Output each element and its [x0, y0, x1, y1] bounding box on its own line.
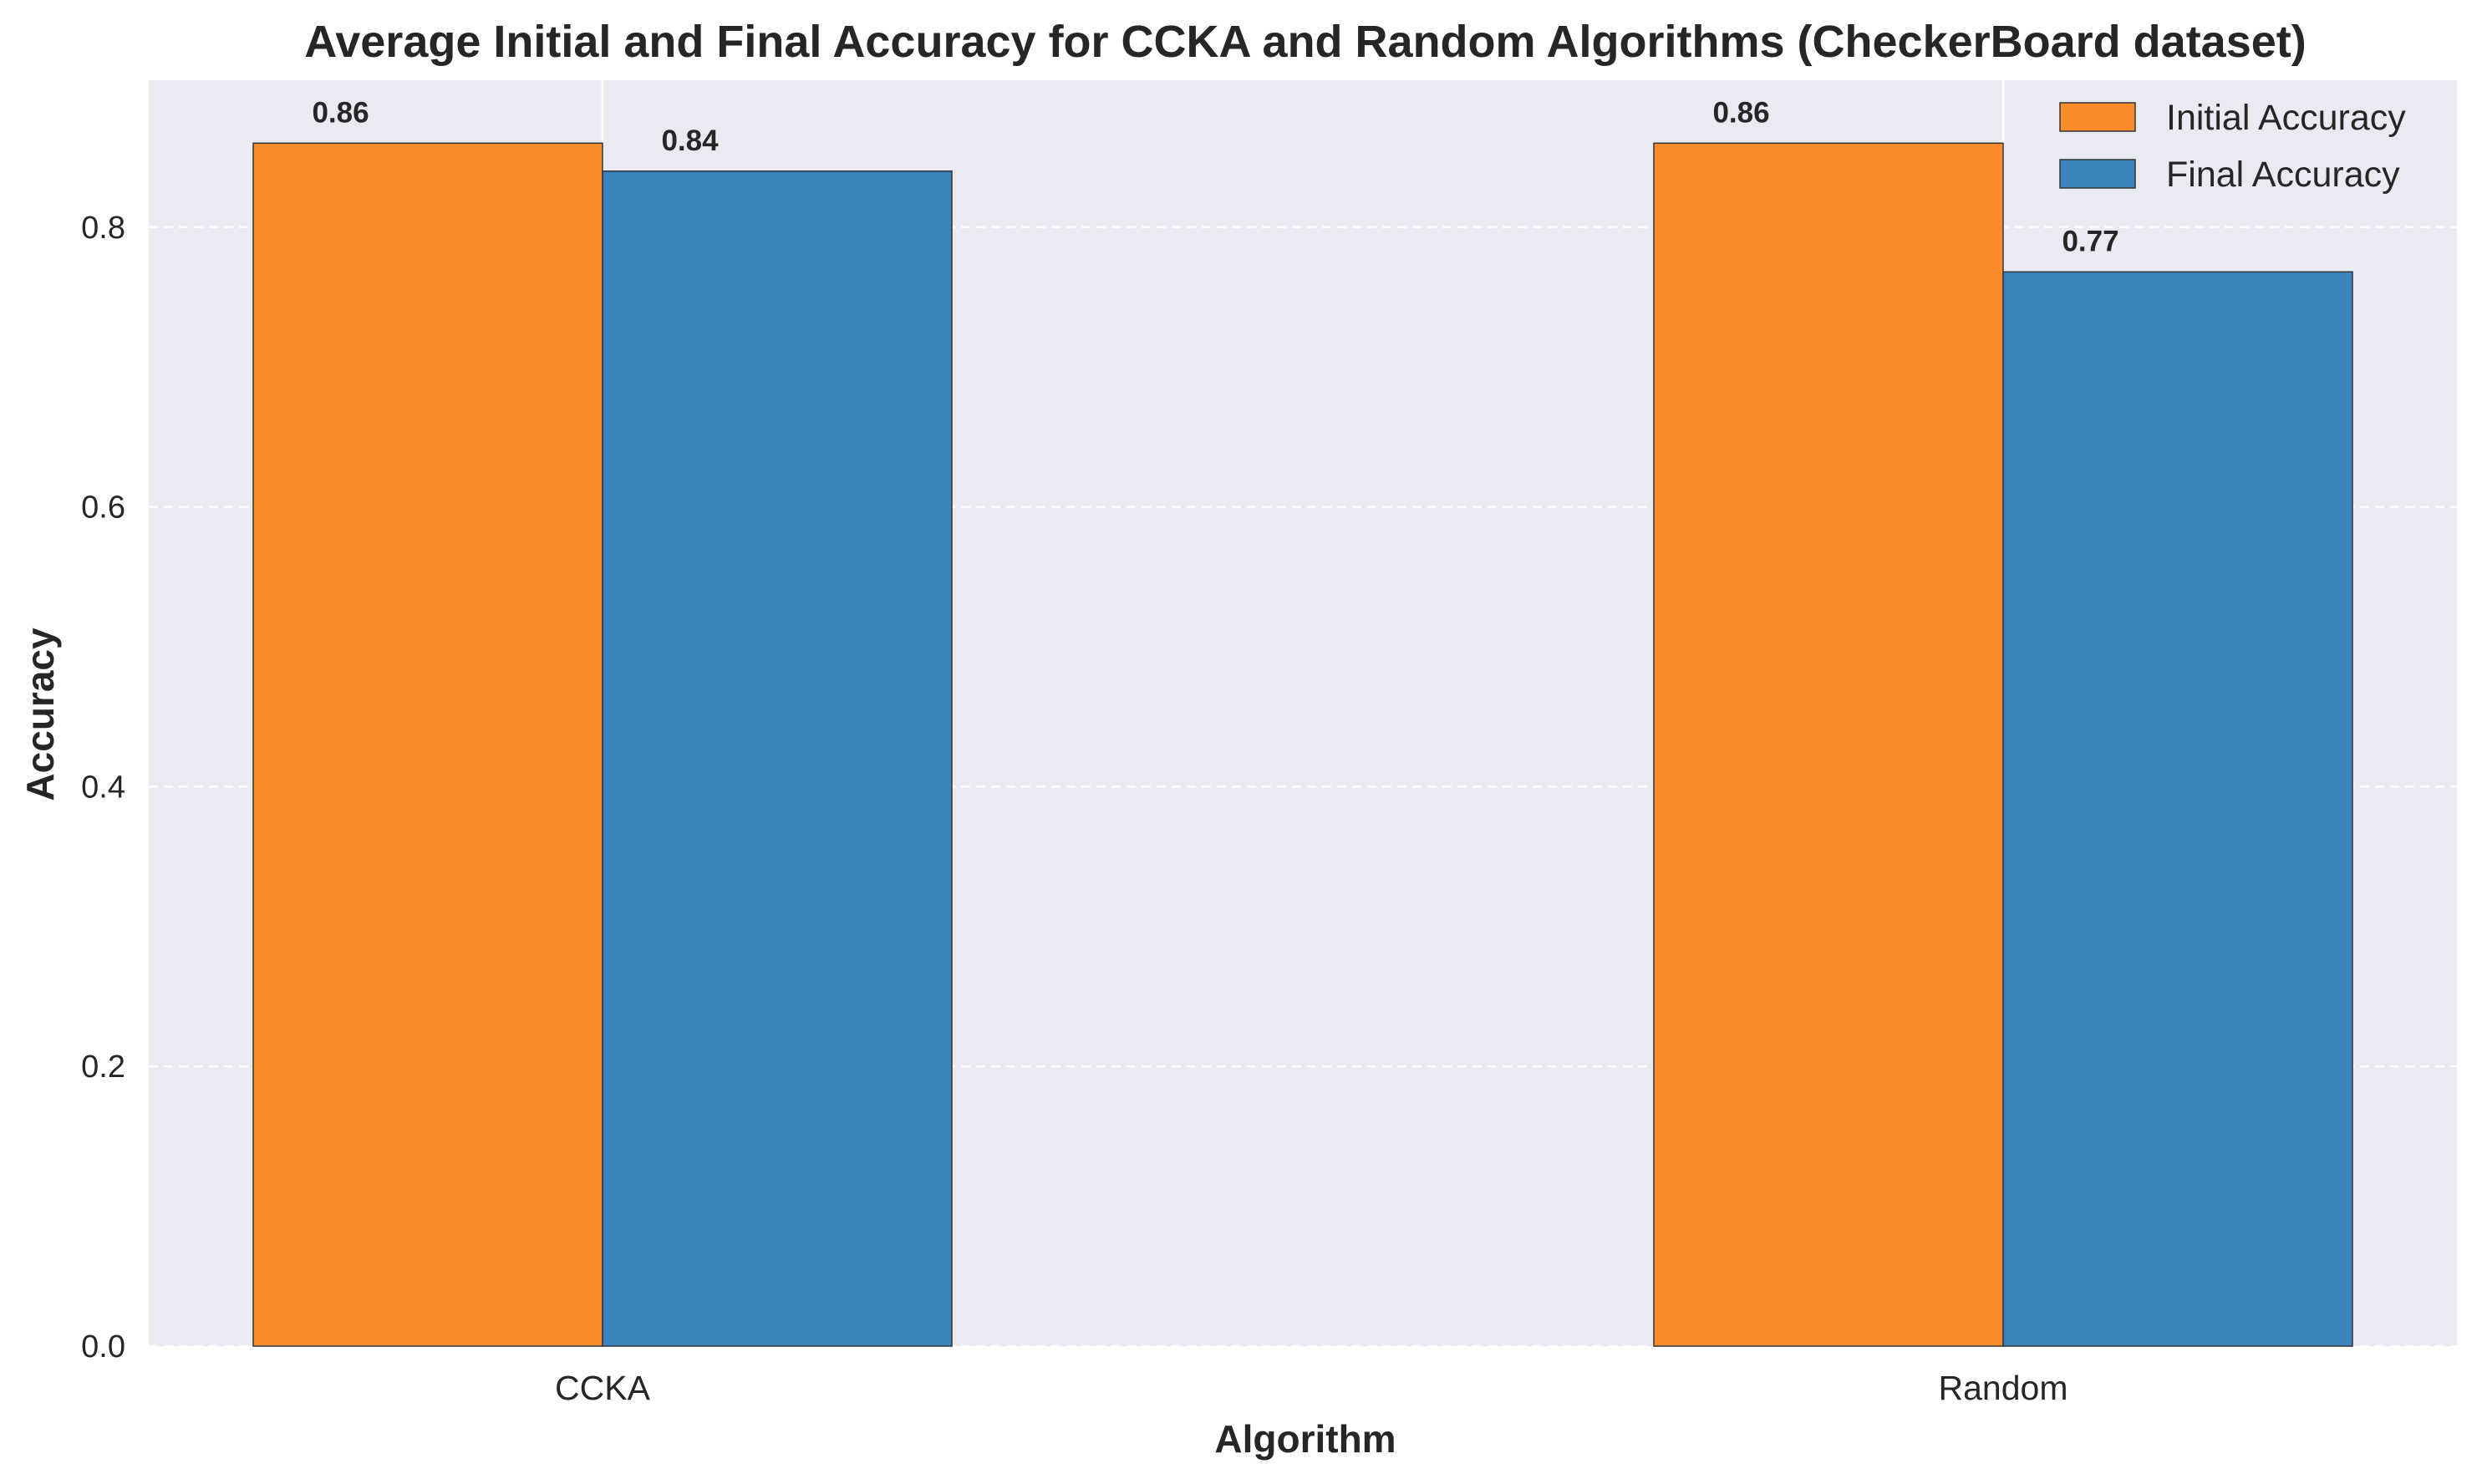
y-tick-label: 0.0 — [81, 1329, 125, 1365]
bar-initial-accuracy-ccka — [252, 142, 603, 1347]
legend-label: Final Accuracy — [2166, 155, 2400, 195]
data-label: 0.84 — [661, 125, 719, 157]
y-tick-label: 0.6 — [81, 490, 125, 526]
x-tick-label: CCKA — [555, 1369, 651, 1407]
x-axis-ticks: CCKA Random — [555, 1369, 2067, 1407]
data-labels: 0.86 0.84 0.86 0.77 — [312, 96, 2118, 257]
y-axis-ticks: 0.0 0.2 0.4 0.6 0.8 — [81, 211, 125, 1365]
y-tick-label: 0.4 — [81, 770, 125, 805]
legend-swatch — [2059, 159, 2136, 189]
legend-label: Initial Accuracy — [2166, 98, 2406, 138]
data-label: 0.86 — [312, 96, 369, 129]
data-label: 0.86 — [1712, 96, 1769, 129]
y-axis-label: Accuracy — [18, 628, 62, 801]
chart-title: Average Initial and Final Accuracy for C… — [304, 17, 2307, 67]
bar-final-accuracy-ccka — [602, 170, 953, 1347]
y-tick-label: 0.8 — [81, 211, 125, 246]
bars — [252, 142, 2353, 1347]
data-label: 0.77 — [2062, 225, 2118, 257]
x-axis-label: Algorithm — [1214, 1417, 1396, 1461]
y-tick-label: 0.2 — [81, 1049, 125, 1085]
x-tick-label: Random — [1939, 1369, 2068, 1407]
bar-initial-accuracy-random — [1653, 142, 2004, 1347]
legend: Initial Accuracy Final Accuracy — [2059, 98, 2406, 195]
legend-swatch — [2059, 102, 2136, 132]
bar-final-accuracy-random — [2002, 271, 2353, 1347]
